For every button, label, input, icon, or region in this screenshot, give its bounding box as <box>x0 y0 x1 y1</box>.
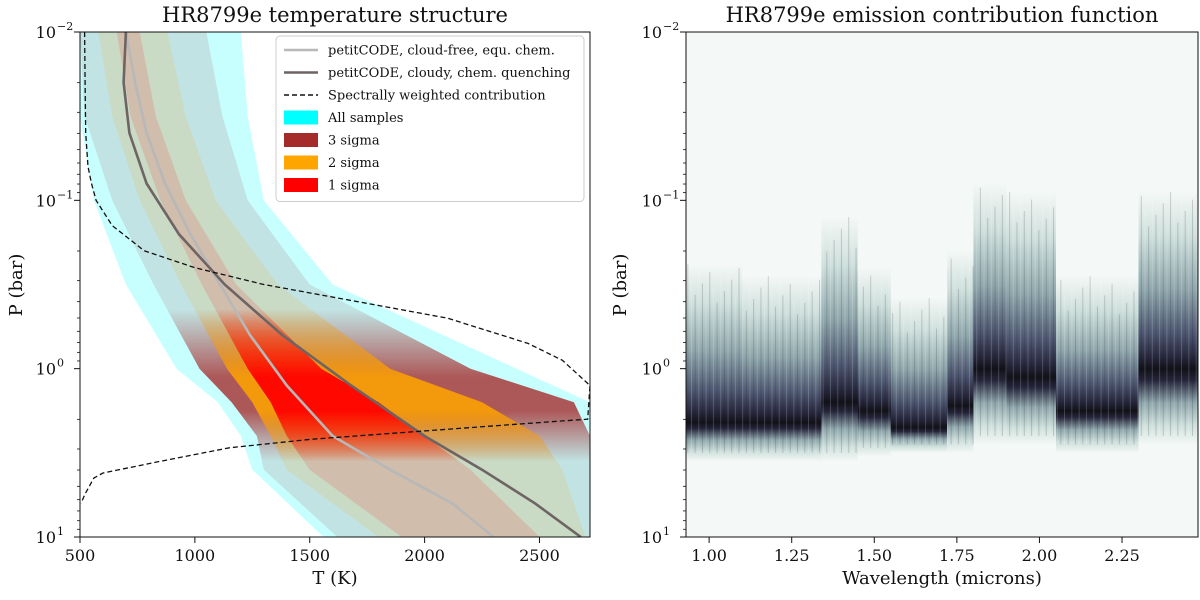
heatmap-column-6 <box>973 32 1007 537</box>
legend-box <box>275 35 585 202</box>
series-line-1 <box>122 32 582 537</box>
left-plot-area <box>80 32 590 537</box>
heatmap-column-7 <box>1006 32 1057 537</box>
left-axes-frame <box>79 31 591 538</box>
right-ylabel: P (bar) <box>610 254 631 317</box>
right-xtick-label-3: 1.75 <box>939 546 975 565</box>
left-xlabel: T (K) <box>312 568 357 589</box>
left-ytick-label-2: 10 <box>36 360 56 379</box>
left-ytick-exponent-0: −2 <box>57 20 73 33</box>
left-clip-group <box>80 32 590 537</box>
legend-label-3: All samples <box>327 111 403 126</box>
right-title: HR8799e emission contribution function <box>726 3 1159 27</box>
right-xtick-label-5: 2.25 <box>1104 546 1140 565</box>
legend-label-5: 2 sigma <box>328 156 380 171</box>
right-clip-group <box>686 32 1198 537</box>
left-xtick-label-0: 500 <box>65 546 96 565</box>
series-line-2 <box>80 32 590 504</box>
heatmap-column-8 <box>1056 32 1140 537</box>
heatmap-column-3 <box>857 32 892 537</box>
right-heatmap <box>686 32 1198 537</box>
heatmap-texture <box>687 187 1197 453</box>
right-xtick-label-1: 1.25 <box>774 546 810 565</box>
right-ytick-exponent-2: 0 <box>663 357 670 370</box>
legend-label-2: Spectrally weighted contribution <box>328 89 546 104</box>
envelope-2-sigma-core <box>98 32 586 537</box>
left-legend: petitCODE, cloud-free, equ. chem. petitCO… <box>275 35 585 202</box>
heatmap-column-2 <box>821 32 859 537</box>
heatmap-column-5 <box>947 32 974 537</box>
heatmap-column-4 <box>890 32 948 537</box>
heatmap-column-0 <box>686 32 743 537</box>
legend-label-4: 3 sigma <box>328 134 380 149</box>
left-ytick-label-3: 10 <box>36 528 56 547</box>
right-panel: HR8799e emission contribution function 1… <box>610 3 1199 589</box>
left-ytick-exponent-2: 0 <box>57 357 64 370</box>
right-xlabel: Wavelength (microns) <box>842 568 1042 589</box>
legend-label-1: petitCODE, cloudy, chem. quenching <box>328 66 570 81</box>
left-xtick-label-2: 1500 <box>289 546 330 565</box>
heatmap-column-9 <box>1138 32 1198 537</box>
left-title: HR8799e temperature structure <box>162 3 508 27</box>
right-xtick-label-2: 1.50 <box>856 546 892 565</box>
right-xtick-label-4: 2.00 <box>1022 546 1058 565</box>
legend-swatch-3 <box>284 110 318 125</box>
legend-label-0: petitCODE, cloud-free, equ. chem. <box>328 44 555 59</box>
left-ylabel: P (bar) <box>6 254 27 317</box>
right-ytick-exponent-1: −1 <box>663 188 679 201</box>
heatmap-column-1 <box>742 32 823 537</box>
left-ytick-exponent-1: −1 <box>57 188 73 201</box>
right-axes-frame <box>685 31 1199 538</box>
right-ytick-label-3: 10 <box>642 528 662 547</box>
right-ytick-label-0: 10 <box>642 23 662 42</box>
envelope-1-sigma-core <box>116 32 540 537</box>
series-line-0 <box>124 32 495 537</box>
right-ytick-label-1: 10 <box>642 191 662 210</box>
right-ytick-exponent-0: −2 <box>663 20 679 33</box>
left-panel: HR8799e temperature structure 500 1000 150… <box>6 3 591 589</box>
legend-swatch-6 <box>284 178 318 192</box>
right-ytick-exponent-3: 1 <box>663 525 670 538</box>
left-xtick-label-4: 2500 <box>519 546 560 565</box>
left-xtick-label-3: 2000 <box>404 546 445 565</box>
right-ytick-label-2: 10 <box>642 360 662 379</box>
legend-swatch-4 <box>284 133 318 147</box>
right-xtick-label-0: 1.00 <box>691 546 727 565</box>
left-xtick-label-1: 1000 <box>175 546 216 565</box>
left-ytick-exponent-3: 1 <box>57 525 64 538</box>
left-ytick-label-0: 10 <box>36 23 56 42</box>
legend-label-6: 1 sigma <box>328 179 380 194</box>
legend-swatch-5 <box>284 155 318 170</box>
left-ytick-label-1: 10 <box>36 191 56 210</box>
